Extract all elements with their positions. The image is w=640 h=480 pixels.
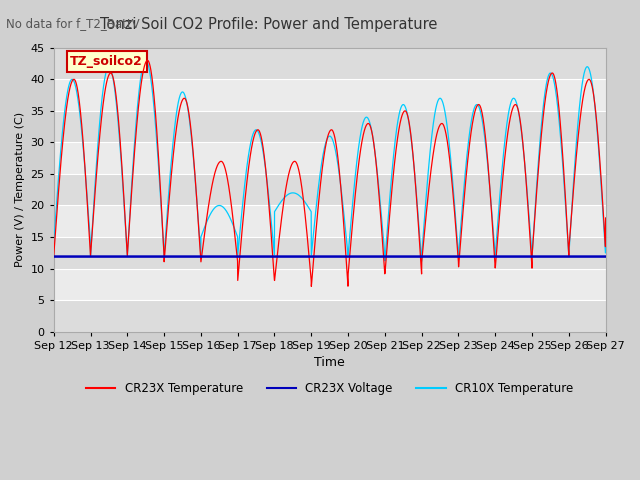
Legend: CR23X Temperature, CR23X Voltage, CR10X Temperature: CR23X Temperature, CR23X Voltage, CR10X … <box>81 377 579 399</box>
Text: Tonzi Soil CO2 Profile: Power and Temperature: Tonzi Soil CO2 Profile: Power and Temper… <box>100 17 438 32</box>
Bar <box>54 111 605 143</box>
Bar <box>54 237 605 268</box>
Bar <box>54 143 605 174</box>
Y-axis label: Power (V) / Temperature (C): Power (V) / Temperature (C) <box>15 112 25 267</box>
Bar <box>54 300 605 332</box>
Bar <box>54 48 605 79</box>
Text: TZ_soilco2: TZ_soilco2 <box>70 55 143 68</box>
Bar <box>54 268 605 300</box>
Bar <box>54 174 605 205</box>
X-axis label: Time: Time <box>314 356 345 369</box>
Text: No data for f_T2_BattV: No data for f_T2_BattV <box>6 17 140 30</box>
Bar <box>54 79 605 111</box>
Bar <box>54 205 605 237</box>
